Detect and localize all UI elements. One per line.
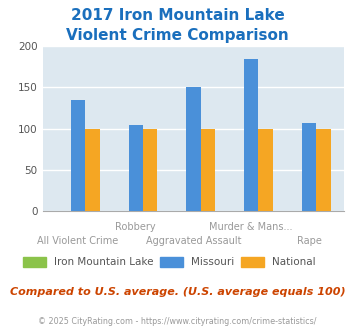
- Bar: [71, 100, 85, 211]
- Bar: [244, 59, 258, 211]
- Bar: [302, 123, 316, 211]
- Text: All Violent Crime: All Violent Crime: [37, 236, 119, 246]
- Bar: [85, 129, 100, 211]
- Bar: [258, 129, 273, 211]
- Legend: Iron Mountain Lake, Missouri, National: Iron Mountain Lake, Missouri, National: [23, 256, 316, 267]
- Bar: [143, 129, 157, 211]
- Text: Violent Crime Comparison: Violent Crime Comparison: [66, 28, 289, 43]
- Bar: [129, 124, 143, 211]
- Text: Compared to U.S. average. (U.S. average equals 100): Compared to U.S. average. (U.S. average …: [10, 287, 345, 297]
- Text: Murder & Mans...: Murder & Mans...: [209, 222, 293, 232]
- Bar: [186, 87, 201, 211]
- Bar: [201, 129, 215, 211]
- Bar: [316, 129, 331, 211]
- Text: © 2025 CityRating.com - https://www.cityrating.com/crime-statistics/: © 2025 CityRating.com - https://www.city…: [38, 317, 317, 326]
- Text: Robbery: Robbery: [115, 222, 156, 232]
- Text: 2017 Iron Mountain Lake: 2017 Iron Mountain Lake: [71, 8, 284, 23]
- Text: Rape: Rape: [296, 236, 321, 246]
- Text: Aggravated Assault: Aggravated Assault: [146, 236, 241, 246]
